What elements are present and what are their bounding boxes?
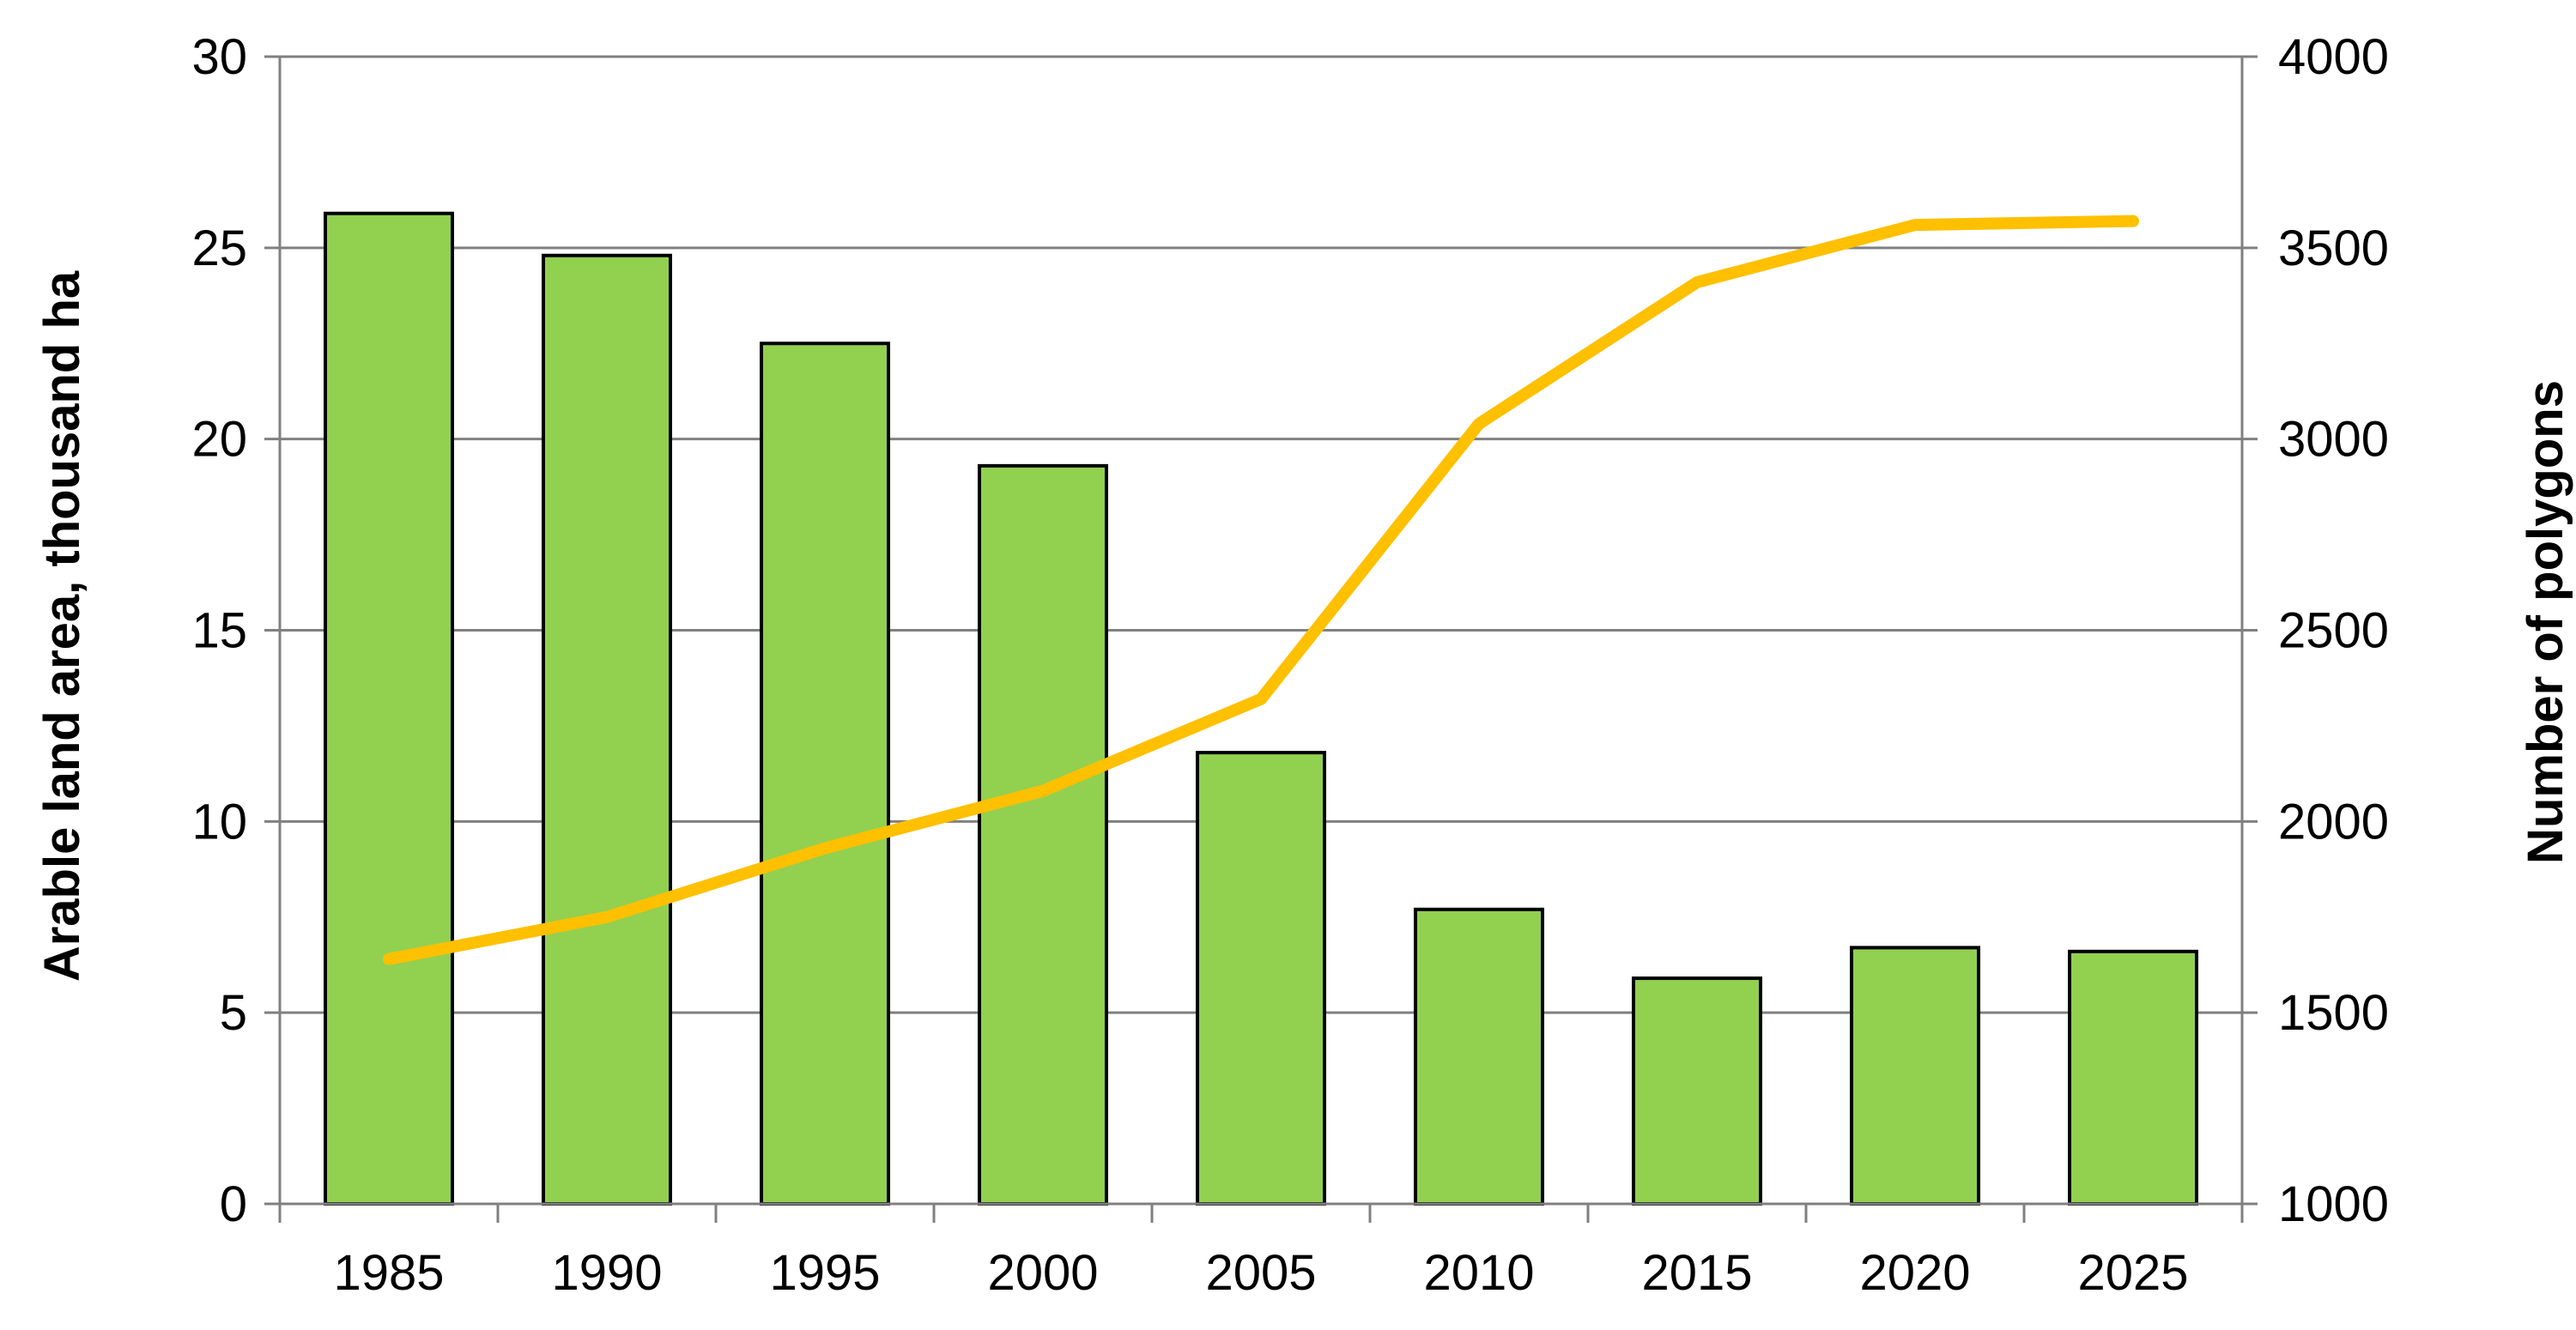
x-tick-label: 2025 bbox=[2077, 1245, 2188, 1301]
polygon-count-line bbox=[383, 215, 2139, 965]
y2-axis-title: Number of polygons bbox=[2518, 380, 2573, 864]
bar-1995 bbox=[760, 342, 890, 1206]
y-tick-label: 30 bbox=[191, 29, 247, 85]
y-tick-label: 5 bbox=[220, 985, 247, 1041]
bar-2015 bbox=[1632, 976, 1762, 1206]
axes bbox=[264, 55, 2258, 1223]
line-point-2000 bbox=[1042, 789, 1044, 792]
tick-labels: 0510152025301000150020002500300035004000… bbox=[191, 29, 2389, 1301]
x-tick-label: 2010 bbox=[1423, 1245, 1534, 1301]
line-point-2010 bbox=[1478, 422, 1480, 425]
line-point-2005 bbox=[1260, 698, 1262, 700]
x-tick-label: 2005 bbox=[1205, 1245, 1316, 1301]
line-point-2015 bbox=[1696, 281, 1698, 283]
x-tick-label: 2020 bbox=[1859, 1245, 1970, 1301]
bar-2010 bbox=[1414, 907, 1544, 1206]
y2-tick-label: 2000 bbox=[2278, 794, 2389, 849]
y2-tick-label: 1000 bbox=[2278, 1176, 2389, 1232]
bar-2000 bbox=[978, 463, 1108, 1206]
bar-2005 bbox=[1196, 751, 1326, 1206]
x-tick-label: 2000 bbox=[987, 1245, 1098, 1301]
y-axis-title: Arable land area, thousand ha bbox=[34, 270, 90, 982]
x-tick-label: 1985 bbox=[333, 1245, 444, 1301]
y2-tick-label: 1500 bbox=[2278, 985, 2389, 1041]
y-tick-label: 0 bbox=[220, 1176, 247, 1232]
y2-tick-label: 3500 bbox=[2278, 221, 2389, 276]
bar-2020 bbox=[1850, 946, 1980, 1206]
line-point-1995 bbox=[824, 847, 826, 849]
x-tick-label: 1995 bbox=[769, 1245, 880, 1301]
y2-tick-label: 4000 bbox=[2278, 29, 2389, 85]
bars bbox=[324, 211, 2198, 1206]
y-tick-label: 15 bbox=[191, 603, 247, 659]
line-point-1990 bbox=[606, 916, 608, 918]
y2-tick-label: 2500 bbox=[2278, 603, 2389, 659]
y-tick-label: 20 bbox=[191, 412, 247, 468]
line-point-2020 bbox=[1914, 224, 1916, 227]
line-point-2025 bbox=[2132, 220, 2134, 222]
y-tick-label: 10 bbox=[191, 794, 247, 849]
y2-tick-label: 3000 bbox=[2278, 412, 2389, 468]
x-tick-label: 1990 bbox=[551, 1245, 662, 1301]
bar-1985 bbox=[324, 211, 454, 1206]
line-point-1985 bbox=[388, 958, 390, 960]
bar-2025 bbox=[2068, 949, 2198, 1206]
x-tick-label: 2015 bbox=[1641, 1245, 1752, 1301]
y-tick-label: 25 bbox=[191, 221, 247, 276]
bar-1990 bbox=[542, 253, 672, 1206]
